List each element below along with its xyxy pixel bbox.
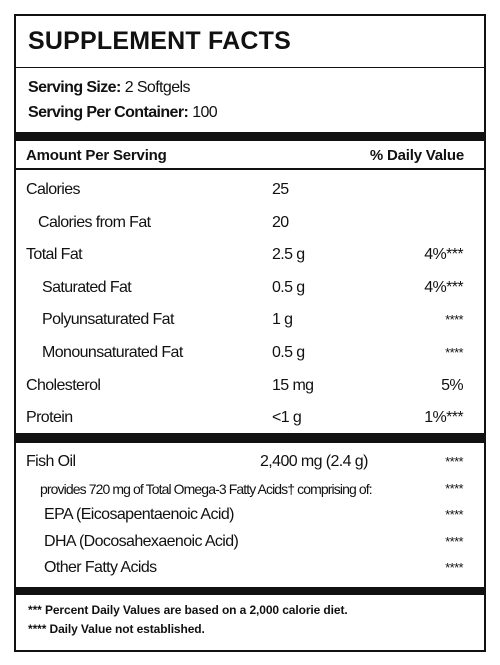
nutrient-amount: 0.5 g — [272, 344, 305, 361]
nutrient-name: Protein — [26, 409, 73, 427]
daily-value: **** — [445, 507, 463, 522]
title: SUPPLEMENT FACTS — [28, 27, 291, 55]
daily-value: **** — [445, 312, 463, 328]
daily-value: 4%*** — [424, 246, 463, 264]
serving-value: 100 — [192, 104, 218, 121]
serving-value: 2 Softgels — [124, 79, 191, 96]
footnote: **** Daily Value not established. — [28, 622, 205, 636]
header-right: % Daily Value — [369, 147, 464, 164]
serving-label: Serving Per Container: — [28, 104, 189, 121]
nutrient-name: Monounsaturated Fat — [42, 344, 183, 361]
ingredient-name: provides 720 mg of Total Omega-3 Fatty A… — [40, 480, 373, 497]
rule — [16, 67, 484, 68]
nutrient-amount: <1 g — [272, 409, 302, 427]
serving-label: Serving Size: — [28, 79, 121, 96]
ingredient-name: Fish Oil — [26, 453, 76, 470]
nutrient-amount: 0.5 g — [272, 278, 305, 296]
rule — [16, 132, 484, 141]
daily-value: 1%*** — [424, 409, 463, 427]
nutrient-name: Calories from Fat — [38, 213, 151, 231]
header-left: Amount Per Serving — [26, 147, 167, 164]
label-border — [14, 14, 486, 652]
daily-value: 5% — [441, 376, 464, 394]
nutrient-name: Polyunsaturated Fat — [42, 311, 174, 329]
nutrient-amount: 1 g — [272, 311, 293, 329]
ingredient-name: Other Fatty Acids — [44, 559, 157, 576]
nutrient-amount: 25 — [272, 181, 289, 198]
nutrient-name: Calories — [26, 181, 80, 198]
daily-value: **** — [445, 533, 463, 549]
footnote: *** Percent Daily Values are based on a … — [28, 603, 348, 617]
ingredient-amount: 2,400 mg (2.4 g) — [260, 453, 368, 470]
nutrient-amount: 15 mg — [272, 376, 314, 394]
rule — [16, 168, 484, 170]
nutrient-name: Saturated Fat — [42, 278, 132, 296]
nutrient-amount: 2.5 g — [272, 246, 305, 264]
daily-value: 4%*** — [424, 278, 463, 296]
ingredient-name: EPA (Eicosapentaenoic Acid) — [44, 506, 234, 523]
rule — [16, 433, 484, 443]
nutrient-name: Cholesterol — [26, 376, 101, 394]
nutrient-amount: 20 — [272, 213, 289, 231]
ingredient-name: DHA (Docosahexaenoic Acid) — [44, 532, 239, 550]
daily-value: **** — [445, 345, 463, 360]
rule — [16, 587, 484, 595]
daily-value: **** — [445, 480, 463, 496]
daily-value: **** — [445, 560, 463, 575]
daily-value: **** — [445, 454, 463, 469]
nutrient-name: Total Fat — [26, 246, 83, 264]
